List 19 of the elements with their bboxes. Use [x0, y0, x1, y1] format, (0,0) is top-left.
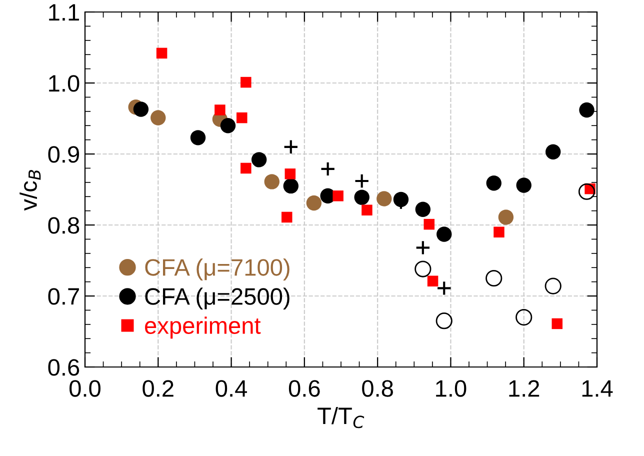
y-axis-title: v/c$_{B}$ [20, 170, 41, 211]
legend-label: CFA (μ=2500) [145, 288, 290, 310]
x-tick-label: 1.2 [509, 380, 540, 397]
legend-label: CFA (μ=7100) [145, 258, 290, 280]
x-tick-label: 1.4 [582, 380, 613, 397]
y-tick-label: 1.1 [49, 4, 79, 21]
y-tick-label: 0.9 [48, 146, 80, 163]
y-tick-label: 0.6 [48, 359, 80, 376]
x-tick-label: 1.0 [436, 380, 466, 397]
y-tick-label: 0.7 [48, 288, 79, 305]
x-tick-label: 0.0 [70, 380, 100, 397]
x-tick-label: 0.4 [216, 380, 248, 397]
x-tick-label: 0.2 [142, 380, 174, 397]
legend-label: experiment [145, 316, 261, 339]
x-tick-label: 0.6 [288, 380, 320, 397]
y-tick-label: 0.8 [48, 217, 80, 234]
x-tick-label: 0.8 [362, 380, 393, 397]
y-tick-label: 1.0 [49, 75, 80, 92]
x-axis-title: T/T$_{C}$ [318, 406, 364, 428]
